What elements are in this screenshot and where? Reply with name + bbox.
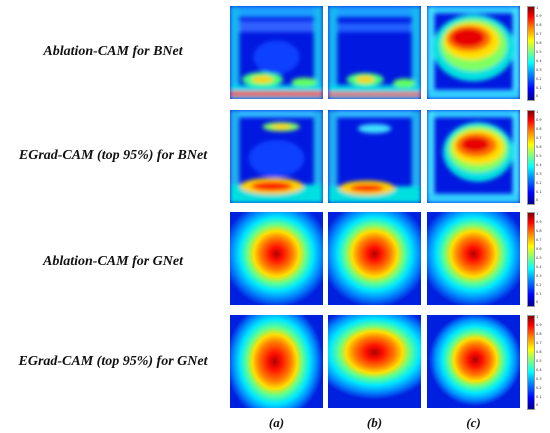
heatmap-egrad-gnet-a — [230, 315, 323, 408]
tick: 0.9 — [536, 118, 542, 122]
tick: 0.5 — [536, 256, 542, 260]
tick: 0.8 — [536, 332, 542, 336]
tick: 0.8 — [536, 127, 542, 131]
tick: 0.3 — [536, 274, 542, 278]
colorbar-ticks-row-3: 1 0.9 0.8 0.7 0.6 0.5 0.4 0.3 0.2 0.1 0 — [536, 212, 546, 305]
tick: 0.2 — [536, 181, 542, 185]
tick: 0.1 — [536, 86, 542, 90]
heatmap-ablation-bnet-a — [230, 6, 323, 99]
row-label-ablation-gnet: Ablation-CAM for GNet — [42, 254, 183, 269]
colorbar-ticks-row-1: 1 0.9 0.8 0.7 0.6 0.5 0.4 0.3 0.2 0.1 0 — [536, 6, 546, 99]
tick: 0.8 — [536, 23, 542, 27]
column-label-c: (c) — [466, 415, 481, 430]
tick: 0 — [536, 300, 539, 304]
row-label-egrad-gnet: EGrad-CAM (top 95%) for GNet — [18, 354, 208, 369]
tick: 0.9 — [536, 14, 542, 18]
tick: 1 — [536, 110, 539, 114]
tick: 0.6 — [536, 41, 542, 45]
tick: 0 — [536, 198, 539, 202]
heatmap-ablation-gnet-b — [328, 212, 421, 305]
tick: 0.6 — [536, 145, 542, 149]
tick: 0.9 — [536, 323, 542, 327]
colorbar-row-1 — [527, 6, 535, 101]
heatmap-ablation-gnet-a — [230, 212, 323, 305]
tick: 0.4 — [536, 163, 542, 167]
heatmap-ablation-bnet-b — [328, 6, 421, 99]
colorbar-row-3 — [527, 212, 535, 307]
colorbar-ticks-row-2: 1 0.9 0.8 0.7 0.6 0.5 0.4 0.3 0.2 0.1 0 — [536, 110, 546, 203]
colorbar-ticks-row-4: 1 0.9 0.8 0.7 0.6 0.5 0.4 0.3 0.2 0.1 0 — [536, 315, 546, 408]
tick: 0.5 — [536, 154, 542, 158]
tick: 0.5 — [536, 359, 542, 363]
tick: 0.3 — [536, 377, 542, 381]
tick: 0.7 — [536, 32, 542, 36]
tick: 0.6 — [536, 247, 542, 251]
heatmap-egrad-gnet-b — [328, 315, 421, 408]
tick: 0.1 — [536, 292, 542, 296]
colorbar-row-4 — [527, 315, 535, 410]
tick: 0 — [536, 94, 539, 98]
colorbar-row-2 — [527, 110, 535, 205]
tick: 0.6 — [536, 350, 542, 354]
tick: 0.1 — [536, 395, 542, 399]
column-label-b: (b) — [366, 415, 383, 430]
heatmap-egrad-bnet-b — [328, 110, 421, 203]
tick: 0.4 — [536, 265, 542, 269]
tick: 0.7 — [536, 136, 542, 140]
tick: 0.4 — [536, 59, 542, 63]
tick: 0.7 — [536, 341, 542, 345]
heatmap-ablation-bnet-c — [427, 6, 520, 99]
row-label-ablation-bnet: Ablation-CAM for BNet — [43, 44, 183, 59]
tick: 0.2 — [536, 283, 542, 287]
column-label-a: (a) — [268, 415, 285, 430]
tick: 0.5 — [536, 50, 542, 54]
heatmap-egrad-bnet-c — [427, 110, 520, 203]
tick: 0.7 — [536, 238, 542, 242]
heatmap-ablation-gnet-c — [427, 212, 520, 305]
tick: 0.3 — [536, 172, 542, 176]
tick: 0.9 — [536, 220, 542, 224]
heatmap-egrad-gnet-c — [427, 315, 520, 408]
tick: 0.8 — [536, 229, 542, 233]
tick: 0.3 — [536, 68, 542, 72]
tick: 1 — [536, 212, 539, 216]
tick: 0.2 — [536, 77, 542, 81]
tick: 0 — [536, 403, 539, 407]
tick: 1 — [536, 315, 539, 319]
heatmap-egrad-bnet-a — [230, 110, 323, 203]
tick: 0.4 — [536, 368, 542, 372]
tick: 1 — [536, 6, 539, 10]
tick: 0.1 — [536, 190, 542, 194]
tick: 0.2 — [536, 386, 542, 390]
row-label-egrad-bnet: EGrad-CAM (top 95%) for BNet — [18, 148, 208, 163]
